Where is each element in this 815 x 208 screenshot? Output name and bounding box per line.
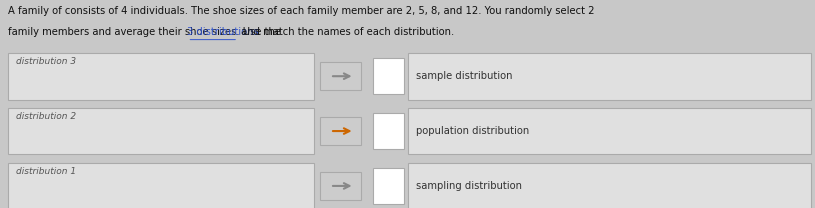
FancyBboxPatch shape [408,53,811,100]
FancyBboxPatch shape [320,62,361,90]
Text: and match the names of each distribution.: and match the names of each distribution… [238,27,455,37]
Text: population distribution: population distribution [416,126,530,136]
FancyBboxPatch shape [373,58,404,94]
FancyBboxPatch shape [373,113,404,149]
FancyBboxPatch shape [8,163,314,208]
FancyBboxPatch shape [8,108,314,154]
FancyBboxPatch shape [408,108,811,154]
Text: distribution 3: distribution 3 [16,57,77,66]
FancyBboxPatch shape [408,163,811,208]
Text: distribution 1: distribution 1 [16,167,77,176]
Text: family members and average their shoe sizes. Use the: family members and average their shoe si… [8,27,284,37]
Text: distribution 2: distribution 2 [16,112,77,121]
Text: sample distribution: sample distribution [416,71,513,81]
Text: 3 distributions: 3 distributions [187,27,259,37]
FancyBboxPatch shape [320,172,361,200]
FancyBboxPatch shape [373,168,404,204]
Text: sampling distribution: sampling distribution [416,181,522,191]
Text: A family of consists of 4 individuals. The shoe sizes of each family member are : A family of consists of 4 individuals. T… [8,6,595,16]
FancyBboxPatch shape [8,53,314,100]
FancyBboxPatch shape [320,117,361,145]
